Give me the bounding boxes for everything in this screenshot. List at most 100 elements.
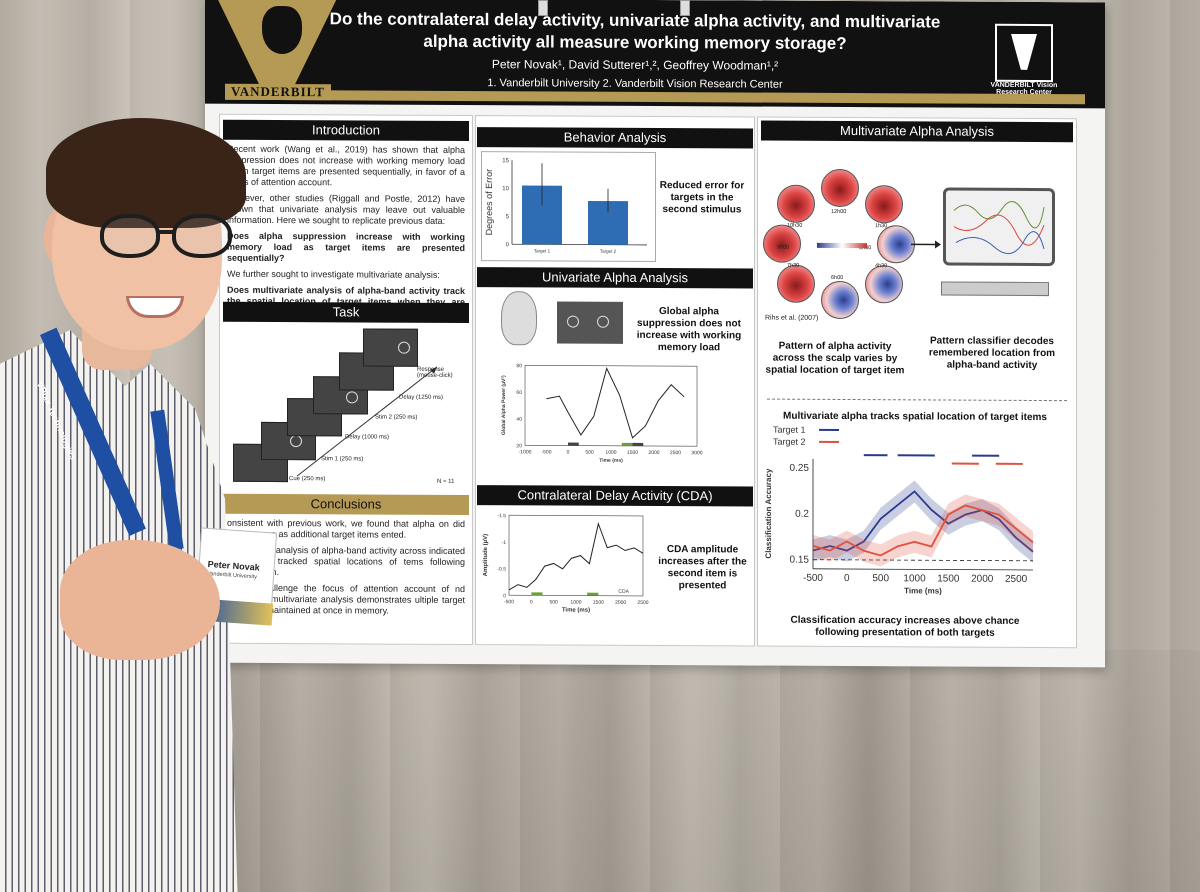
univariate-caption: Global alpha suppression does not increa… (636, 306, 742, 354)
scalp-label-10h30: 10h30 (787, 222, 803, 229)
x-tick-label: 500 (872, 573, 889, 584)
y-tick-label: 0.2 (795, 509, 809, 520)
person-hand (60, 540, 220, 660)
x-tick-label: 0 (530, 599, 533, 605)
stimulus-marker (632, 442, 644, 446)
arrow-icon (911, 240, 941, 249)
cda-heading: Contralateral Delay Activity (CDA) (477, 485, 753, 507)
scalp-map-3h00 (877, 225, 915, 264)
y-tick-label: -1 (502, 540, 507, 546)
y-tick-label: -1.5 (497, 513, 506, 519)
scalp-label-1h30: 1h30 (875, 223, 888, 230)
x-tick-label: 2000 (971, 574, 994, 585)
x-tick-label: 1000 (570, 600, 581, 606)
multivariate-subheading: Multivariate alpha tracks spatial locati… (783, 410, 1047, 424)
scalp-map-9h00 (763, 224, 801, 263)
x-tick-label: 0 (567, 450, 570, 456)
multivariate-bottom-caption: Classification accuracy increases above … (790, 614, 1020, 639)
y-tick-label: 5 (506, 214, 510, 220)
task-sample-size: N = 11 (437, 478, 455, 485)
eyeglasses (100, 214, 240, 262)
legend-label-cda: CDA (618, 589, 629, 595)
research-poster: VANDERBILT Do the contralateral delay ac… (205, 0, 1105, 668)
x-axis-label: Time (ms) (599, 458, 623, 464)
x-tick-label: 500 (549, 599, 558, 605)
poster-title: Do the contralateral delay activity, uni… (329, 9, 941, 54)
scalp-map-1h30 (865, 185, 903, 224)
scalp-map-array: 12h00 10h30 1h30 9h00 3h00 7h30 4h30 6h0… (761, 165, 921, 326)
eeg-cap-head (501, 291, 537, 346)
introduction-text: Recent work (Wang et al., 2019) has show… (227, 144, 465, 324)
x-axis (813, 568, 1033, 571)
y-axis-label: Amplitude (µV) (483, 534, 489, 576)
y-tick-label: 0 (506, 242, 510, 248)
y-axis-label: Global Alpha Power (µV²) (501, 375, 507, 435)
task-diagram: Response (mouse-click) Delay (1250 ms) S… (227, 326, 467, 487)
scalp-label-6h00: 6h00 (831, 274, 844, 281)
classification-accuracy-chart: -500 0 500 1000 1500 2000 2500 0.15 0.2 0.25 Time … (764, 425, 1034, 596)
multivariate-heading: Multivariate Alpha Analysis (761, 120, 1073, 143)
series-line-1 (812, 504, 1034, 557)
header-gold-bar (225, 89, 1085, 105)
scalp-label-7h30: 7h30 (787, 262, 800, 269)
y-axis-label: Degrees of Error (484, 169, 494, 236)
scalp-map-4h30 (865, 265, 903, 304)
stimulus-marker (621, 442, 633, 446)
x-tick-label: -500 (504, 599, 514, 605)
plot-frame (508, 514, 644, 597)
scalp-citation: Rihs et al. (2007) (765, 314, 819, 322)
x-tick-label: 2500 (1005, 574, 1028, 585)
task-label-stim1: Stim 1 (250 ms) (321, 456, 364, 463)
computer-monitor-icon (943, 187, 1055, 267)
x-axis-label: Time (ms) (562, 608, 590, 614)
univariate-stimulus-frame (557, 301, 623, 344)
series-band-0 (813, 480, 1033, 563)
conclusions-heading: Conclusions (223, 493, 469, 516)
task-label-cue: Cue (250 ms) (289, 476, 326, 483)
stimulus-marker (531, 592, 543, 596)
vvrc-wordmark: VANDERBILT Vision Research Center (990, 81, 1058, 97)
binder-clip (538, 0, 548, 16)
y-tick-label: 80 (516, 363, 522, 369)
scalp-label-4h30: 4h30 (875, 263, 888, 270)
series-line-0 (508, 521, 644, 591)
scalp-map-12h00 (821, 168, 859, 208)
x-tick-label: 2500 (670, 450, 681, 456)
x-tick-label: 1500 (593, 600, 604, 606)
x-tick-label: -500 (803, 573, 823, 584)
task-label-delay-short: Delay (1000 ms) (345, 434, 390, 441)
series-band-1 (813, 494, 1033, 567)
bar-target-2 (588, 200, 628, 245)
x-tick-label: 0 (844, 573, 850, 584)
multivariate-caption-left: Pattern of alpha activity across the sca… (765, 340, 905, 377)
behavior-bar-chart: 0 5 10 15 Degrees of Error Target 1 Target 2 (481, 151, 656, 263)
intro-paragraph-2: However, other studies (Riggall and Post… (227, 192, 465, 226)
poster-header: VANDERBILT Do the contralateral delay ac… (205, 0, 1105, 109)
task-heading: Task (223, 301, 469, 324)
multivariate-caption-right: Pattern classifier decodes remembered lo… (928, 335, 1056, 372)
x-tick-label: 1500 (937, 573, 960, 584)
y-tick-label: 0 (503, 593, 506, 599)
univariate-heading: Univariate Alpha Analysis (477, 267, 753, 289)
intro-paragraph-3: We further sought to investigate multiva… (227, 268, 440, 280)
x-tick-label: 1000 (605, 450, 616, 456)
scalp-map-7h30 (777, 264, 815, 303)
badge-organization: Vanderbilt University (206, 570, 258, 581)
x-tick-label: 1000 (903, 573, 926, 584)
x-tick-label: 500 (585, 450, 594, 456)
x-tick-label: Target 1 (534, 248, 551, 253)
stimulus-marker (587, 592, 599, 596)
x-tick-label: 2000 (648, 450, 659, 456)
task-timeline-arrow (296, 366, 438, 477)
y-tick-label: 0.15 (790, 555, 810, 566)
vvrc-logo (995, 23, 1053, 83)
scalp-map-10h30 (777, 184, 815, 223)
x-tick-label: 2000 (615, 600, 626, 606)
intro-question-1: Does alpha suppression increase with wor… (227, 230, 465, 264)
y-tick-label: 60 (516, 390, 522, 396)
x-tick-label: -1000 (519, 449, 532, 455)
y-tick-label: 0.25 (790, 463, 810, 474)
plot-frame (524, 365, 698, 447)
binder-clip (680, 0, 690, 16)
colorbar (817, 242, 867, 249)
